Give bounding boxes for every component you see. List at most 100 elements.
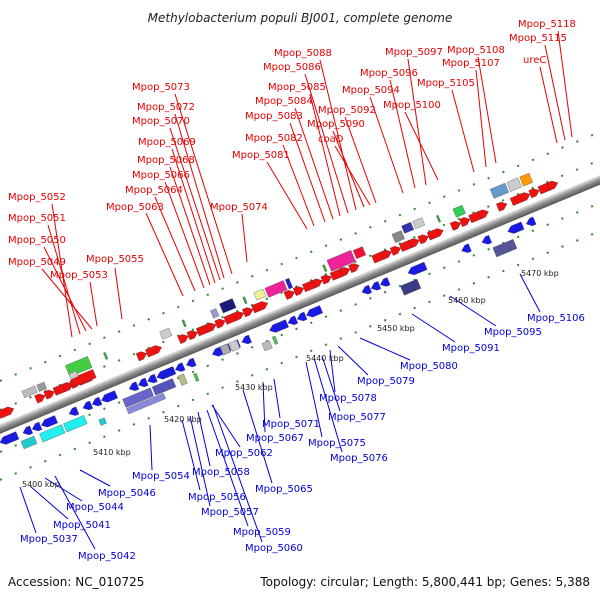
gene-label[interactable]: Mpop_5078 <box>319 393 377 404</box>
gene-feature[interactable] <box>63 415 88 433</box>
gene-feature[interactable] <box>506 221 525 236</box>
gene-label[interactable]: Mpop_5106 <box>527 313 585 324</box>
gene-feature[interactable] <box>70 369 97 388</box>
gene-label[interactable]: Mpop_5066 <box>132 170 190 181</box>
gene-feature[interactable] <box>286 315 299 327</box>
gene-feature[interactable] <box>528 187 541 199</box>
gene-feature[interactable] <box>401 222 414 234</box>
gene-feature[interactable] <box>436 214 441 223</box>
gene-feature[interactable] <box>91 396 103 408</box>
gene-feature[interactable] <box>100 390 118 405</box>
gene-label[interactable]: Mpop_5071 <box>262 419 320 430</box>
gene-feature[interactable] <box>496 200 508 212</box>
gene-label[interactable]: Mpop_5115 <box>509 33 567 44</box>
gene-label[interactable]: Mpop_5095 <box>484 327 542 338</box>
gene-label[interactable]: Mpop_5054 <box>132 471 190 482</box>
gene-label[interactable]: Mpop_5059 <box>233 527 291 538</box>
gene-feature[interactable] <box>489 182 509 199</box>
gene-label[interactable]: Mpop_5041 <box>53 520 111 531</box>
gene-feature[interactable] <box>480 235 492 246</box>
gene-feature[interactable] <box>284 278 293 290</box>
gene-feature[interactable] <box>400 278 422 296</box>
gene-feature[interactable] <box>36 381 47 392</box>
gene-label[interactable]: Mpop_5044 <box>66 502 124 513</box>
gene-label[interactable]: Mpop_5075 <box>308 438 366 449</box>
gene-feature[interactable] <box>477 208 490 220</box>
gene-label[interactable]: Mpop_5049 <box>8 257 66 268</box>
gene-feature[interactable] <box>449 219 462 231</box>
gene-label[interactable]: Mpop_5094 <box>342 85 400 96</box>
gene-feature[interactable] <box>412 217 426 230</box>
gene-feature[interactable] <box>492 239 518 258</box>
gene-label[interactable]: Mpop_5070 <box>132 116 190 127</box>
gene-feature[interactable] <box>264 280 288 298</box>
gene-feature[interactable] <box>165 366 177 377</box>
gene-feature[interactable] <box>261 340 273 352</box>
gene-feature[interactable] <box>21 425 33 437</box>
gene-feature[interactable] <box>68 370 79 380</box>
gene-feature[interactable] <box>320 273 333 285</box>
gene-feature[interactable] <box>452 205 466 218</box>
gene-label[interactable]: Mpop_5092 <box>318 105 376 116</box>
gene-feature[interactable] <box>193 372 200 382</box>
gene-label[interactable]: Mpop_5052 <box>8 192 66 203</box>
gene-feature[interactable] <box>417 233 430 245</box>
gene-feature[interactable] <box>21 385 38 398</box>
gene-feature[interactable] <box>240 334 252 346</box>
gene-feature[interactable] <box>103 352 109 360</box>
gene-feature[interactable] <box>128 381 140 393</box>
gene-label[interactable]: Mpop_5079 <box>357 376 415 387</box>
gene-label[interactable]: Mpop_5074 <box>210 202 268 213</box>
gene-label[interactable]: Mpop_5086 <box>263 62 321 73</box>
gene-feature[interactable] <box>525 216 537 228</box>
gene-feature[interactable] <box>126 392 166 415</box>
gene-feature[interactable] <box>174 362 186 374</box>
gene-feature[interactable] <box>242 306 254 318</box>
gene-feature[interactable] <box>186 329 199 341</box>
gene-feature[interactable] <box>506 177 522 192</box>
gene-label[interactable]: Mpop_5091 <box>442 343 500 354</box>
gene-feature[interactable] <box>43 388 56 400</box>
gene-feature[interactable] <box>177 332 190 344</box>
gene-label[interactable]: Mpop_5050 <box>8 235 66 246</box>
gene-feature[interactable] <box>426 227 445 241</box>
gene-feature[interactable] <box>271 335 279 345</box>
gene-label[interactable]: Mpop_5073 <box>132 82 190 93</box>
gene-feature[interactable] <box>379 277 391 288</box>
gene-label[interactable]: Mpop_5084 <box>255 96 313 107</box>
gene-label[interactable]: Mpop_5090 <box>307 119 365 130</box>
gene-label[interactable]: Mpop_5108 <box>447 45 505 56</box>
gene-label[interactable]: Mpop_5055 <box>86 254 144 265</box>
gene-feature[interactable] <box>416 261 428 273</box>
gene-feature[interactable] <box>519 191 531 203</box>
gene-label[interactable]: Mpop_5067 <box>246 433 304 444</box>
gene-feature[interactable] <box>519 172 533 187</box>
gene-feature[interactable] <box>65 356 93 377</box>
gene-feature[interactable] <box>159 327 173 340</box>
gene-feature[interactable] <box>181 319 187 328</box>
gene-label[interactable]: Mpop_5037 <box>20 534 78 545</box>
gene-feature[interactable] <box>137 377 149 389</box>
gene-feature[interactable] <box>232 309 245 321</box>
gene-feature[interactable] <box>296 311 308 323</box>
gene-label[interactable]: Mpop_5056 <box>188 492 246 503</box>
gene-label[interactable]: Mpop_5064 <box>125 185 183 196</box>
gene-feature[interactable] <box>219 343 231 356</box>
gene-feature[interactable] <box>177 373 188 386</box>
gene-feature[interactable] <box>339 265 351 277</box>
gene-label[interactable]: Mpop_5096 <box>360 68 418 79</box>
gene-label[interactable]: Mpop_5097 <box>385 47 443 58</box>
gene-feature[interactable] <box>380 248 393 260</box>
gene-label[interactable]: Mpop_5053 <box>50 270 108 281</box>
gene-label[interactable]: Mpop_5069 <box>138 137 196 148</box>
gene-feature[interactable] <box>322 264 328 272</box>
gene-feature[interactable] <box>460 243 472 255</box>
gene-feature[interactable] <box>20 435 38 450</box>
gene-feature[interactable] <box>81 400 93 412</box>
gene-label[interactable]: Mpop_5100 <box>383 100 441 111</box>
gene-label[interactable]: Mpop_5083 <box>245 111 303 122</box>
gene-feature[interactable] <box>98 417 107 426</box>
gene-label[interactable]: Mpop_5088 <box>274 48 332 59</box>
gene-label[interactable]: Mpop_5046 <box>98 488 156 499</box>
gene-label[interactable]: Mpop_5051 <box>8 213 66 224</box>
